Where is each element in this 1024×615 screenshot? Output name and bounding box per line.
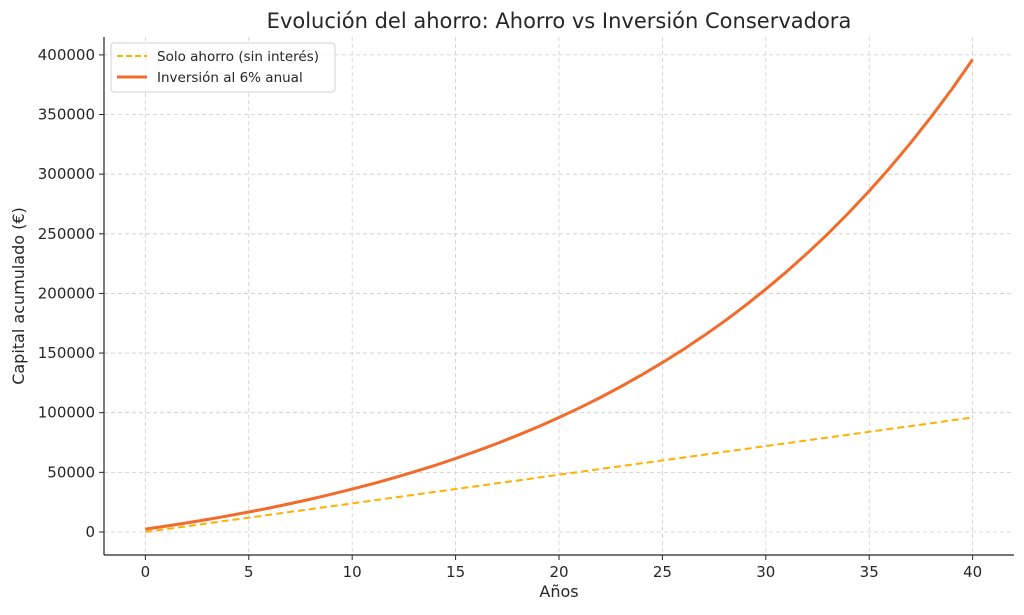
x-tick-label: 35 <box>860 563 879 581</box>
y-tick-label: 0 <box>85 523 95 541</box>
series-line-inversion <box>145 58 974 531</box>
grid <box>104 37 1014 555</box>
x-tick-label: 15 <box>446 563 465 581</box>
y-tick-label: 150000 <box>38 344 95 362</box>
y-axis-label: Capital acumulado (€) <box>9 207 28 385</box>
y-tick-label: 350000 <box>38 106 95 124</box>
ticks: 0 5 10 15 20 25 30 35 40 0 50000 100000 150000 200000… <box>38 46 982 581</box>
x-tick-label: 10 <box>343 563 362 581</box>
x-tick-label: 30 <box>756 563 775 581</box>
series-line-solo-ahorro <box>145 416 973 533</box>
y-tick-label: 250000 <box>38 225 95 243</box>
y-tick-label: 300000 <box>38 165 95 183</box>
series-group <box>145 58 974 533</box>
x-axis-label: Años <box>539 582 578 601</box>
y-tick-label: 100000 <box>38 404 95 422</box>
legend-label-inversion: Inversión al 6% anual <box>157 70 303 86</box>
x-tick-label: 20 <box>549 563 568 581</box>
x-tick-label: 40 <box>963 563 982 581</box>
legend-label-solo-ahorro: Solo ahorro (sin interés) <box>157 49 319 65</box>
legend: Solo ahorro (sin interés) Inversión al 6… <box>110 42 336 93</box>
y-tick-label: 200000 <box>38 284 95 302</box>
x-tick-label: 5 <box>244 563 254 581</box>
legend-box <box>110 42 336 93</box>
x-tick-label: 0 <box>141 563 151 581</box>
y-tick-label: 400000 <box>38 46 95 64</box>
y-tick-label: 50000 <box>47 463 95 481</box>
x-tick-label: 25 <box>653 563 672 581</box>
chart-title: Evolución del ahorro: Ahorro vs Inversió… <box>267 9 852 33</box>
